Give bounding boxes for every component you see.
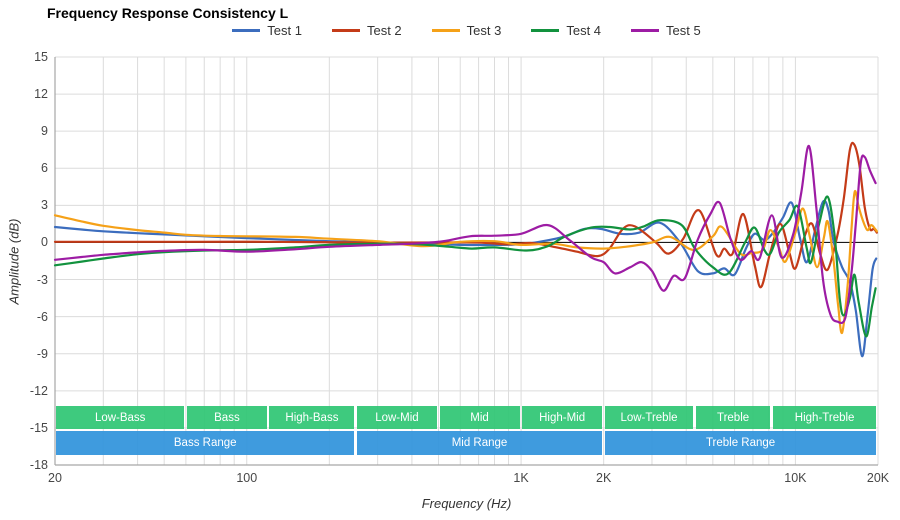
band-mid: Mid — [439, 406, 520, 429]
series-line-test-5 — [53, 144, 877, 325]
legend-swatch — [531, 29, 560, 32]
y-tick-label: -6 — [36, 309, 48, 324]
y-tick-label: 12 — [34, 87, 48, 102]
band-high-treble: High-Treble — [772, 406, 877, 429]
y-tick-label: -15 — [29, 420, 48, 435]
x-axis-title: Frequency (Hz) — [421, 496, 512, 511]
series-line-test-1 — [53, 199, 878, 358]
x-tick-label: 1K — [513, 471, 529, 485]
band-bass: Bass — [186, 406, 267, 429]
legend-item-label: Test 2 — [366, 23, 402, 38]
legend-item-label: Test 4 — [566, 23, 602, 38]
band-bass-range: Bass Range — [56, 431, 355, 455]
legend-item-test-4: Test 4 — [531, 23, 601, 38]
band-high-mid: High-Mid — [522, 406, 603, 429]
legend-swatch — [631, 29, 660, 32]
band-treble-range: Treble Range — [604, 431, 877, 455]
band-low-bass: Low-Bass — [56, 406, 185, 429]
legend: Test 1 Test 2 Test 3 Test 4 Test 5 — [55, 23, 878, 38]
y-tick-label: 3 — [41, 198, 48, 213]
legend-item-label: Test 1 — [267, 23, 302, 38]
x-tick-label: 100 — [236, 471, 258, 485]
y-tick-label: 0 — [41, 235, 48, 250]
band-low-mid: Low-Mid — [356, 406, 437, 429]
series-line-test-4 — [53, 195, 877, 338]
band-mid-range: Mid Range — [356, 431, 603, 455]
band-treble: Treble — [695, 406, 771, 429]
x-tick-label: 10K — [784, 471, 807, 485]
legend-item-label: Test 5 — [666, 23, 701, 38]
x-tick-label: 20K — [866, 471, 890, 485]
x-tick-label: 2K — [596, 471, 612, 485]
chart-title: Frequency Response Consistency L — [47, 5, 289, 21]
series-line-test-2 — [53, 141, 878, 289]
y-axis-title: Amplitude (dB) — [6, 218, 22, 305]
legend-swatch — [232, 29, 261, 32]
x-tick-label: 20 — [48, 471, 62, 485]
y-tick-label: -18 — [29, 458, 48, 472]
legend-item-label: Test 3 — [466, 23, 502, 38]
legend-item-test-5: Test 5 — [631, 23, 701, 38]
band-low-treble: Low-Treble — [604, 406, 694, 429]
legend-swatch — [431, 29, 460, 32]
y-tick-label: 6 — [41, 161, 48, 176]
legend-item-test-2: Test 2 — [331, 23, 402, 38]
y-tick-label: -3 — [36, 272, 48, 287]
band-high-bass: High-Bass — [269, 406, 355, 429]
y-tick-label: -9 — [36, 346, 48, 361]
y-tick-label: 15 — [34, 50, 48, 64]
legend-item-test-1: Test 1 — [232, 23, 302, 38]
legend-item-test-3: Test 3 — [431, 23, 502, 38]
y-tick-label: -12 — [29, 383, 48, 398]
y-tick-label: 9 — [41, 124, 48, 139]
legend-swatch — [331, 29, 360, 32]
